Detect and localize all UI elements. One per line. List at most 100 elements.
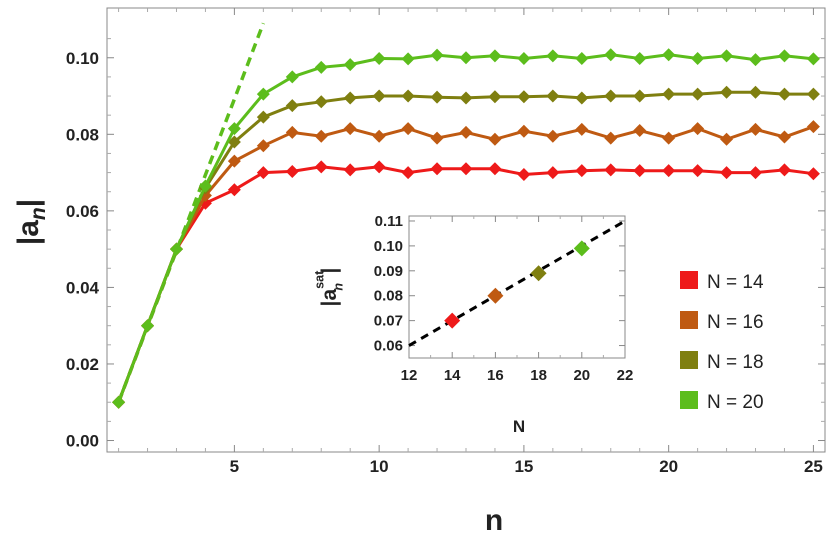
series-1-point-19 (633, 164, 647, 178)
inset-y-tick-label-2: 0.08 (374, 288, 403, 305)
series-1-point-8 (314, 160, 328, 174)
series-4-point-25 (806, 52, 820, 66)
series-1-point-12 (430, 162, 444, 176)
series-3-point-10 (372, 89, 386, 103)
series-4-point-13 (459, 51, 473, 65)
series-2-point-20 (662, 131, 676, 145)
y-axis-label: |an| (12, 199, 50, 245)
inset-point-N20 (573, 240, 590, 257)
series-3-point-14 (488, 90, 502, 104)
series-1-point-14 (488, 162, 502, 176)
x-tick-label-5: 5 (230, 457, 239, 476)
series-3-point-15 (517, 90, 531, 104)
series-3-point-11 (401, 89, 415, 103)
series-3-point-13 (459, 91, 473, 105)
series-3-point-18 (604, 89, 618, 103)
inset-y-axis-label-sup: sat (313, 270, 327, 289)
series-2-point-6 (256, 139, 270, 153)
series-1-point-9 (343, 163, 357, 177)
y-axis-label-close: | (12, 199, 45, 207)
series-3-point-24 (777, 87, 791, 101)
series-1-point-17 (575, 164, 589, 178)
series-4 (112, 48, 820, 409)
series-4-point-24 (777, 49, 791, 63)
y-tick-label-4: 0.08 (66, 125, 99, 144)
series-2-point-9 (343, 122, 357, 136)
series-4-point-2 (141, 319, 155, 333)
inset-y-tick-label-5: 0.11 (375, 213, 403, 230)
series-2-point-17 (575, 122, 589, 136)
series-3-point-6 (256, 110, 270, 124)
main-plot: 5 10 15 20 250.000.020.040.060.080.10n|an| (12, 7, 826, 537)
series-4-point-6 (256, 87, 270, 101)
inset-point-N14 (444, 312, 461, 329)
y-axis-label-sub: n (27, 207, 50, 220)
series-1-point-11 (401, 166, 415, 180)
inset-x-tick-label-14: 14 (444, 367, 461, 384)
inset-x-tick-label-20: 20 (573, 367, 590, 384)
series-1-point-15 (517, 168, 531, 181)
legend-label-2: N = 16 (707, 312, 764, 333)
series-3-point-5 (227, 135, 241, 149)
series-4-point-1 (112, 395, 126, 409)
series-4-point-7 (285, 70, 299, 84)
series-3-point-17 (575, 91, 589, 105)
inset-point-N16 (487, 287, 504, 304)
inset-x-tick-label-22: 22 (617, 367, 634, 384)
series-2-point-16 (546, 129, 560, 143)
x-tick-label-15: 15 (514, 457, 533, 476)
inset-y-axis-label-sub: n (332, 283, 346, 291)
series-3-point-21 (691, 87, 705, 101)
series-1-point-7 (285, 164, 299, 178)
series-1-point-20 (662, 164, 676, 178)
legend: N = 14 N = 16 N = 18 N = 20 (680, 271, 764, 413)
series-2-point-13 (459, 125, 473, 139)
series-3-point-16 (546, 89, 560, 103)
series-4-point-23 (749, 53, 763, 67)
series-3-point-8 (314, 95, 328, 109)
series-2-point-18 (604, 131, 618, 145)
series-1-point-25 (806, 167, 820, 181)
series-4-point-3 (169, 242, 183, 256)
inset-y-axis-label: |asat n | (313, 268, 346, 307)
y-tick-label-1: 0.02 (66, 355, 99, 374)
series-2-point-11 (401, 122, 415, 136)
inset-plot: 12 14 16 18 20 22 0.06 0.07 0.08 0.09 0.10 0.11 N |as… (313, 213, 633, 436)
series-2-point-15 (517, 124, 531, 138)
legend-swatch-2 (680, 311, 698, 329)
series-1-point-13 (459, 162, 473, 176)
series-4-point-12 (430, 48, 444, 62)
series-3-point-25 (806, 87, 820, 101)
series-4-point-8 (314, 60, 328, 74)
series-4-point-16 (546, 49, 560, 63)
series-1-point-6 (256, 166, 270, 180)
x-tick-label-10: 10 (370, 457, 389, 476)
series-2-point-24 (777, 130, 791, 144)
series-1-point-21 (691, 164, 705, 178)
series-2-point-25 (806, 120, 820, 134)
series-2-point-12 (430, 131, 444, 145)
y-tick-label-5: 0.10 (66, 49, 99, 68)
y-tick-label-0: 0.00 (66, 432, 99, 451)
inset-y-tick-label-3: 0.09 (374, 263, 403, 280)
x-tick-label-20: 20 (659, 457, 678, 476)
inset-x-tick-label-18: 18 (530, 367, 547, 384)
inset-point-N18 (530, 265, 547, 282)
series-1-point-16 (546, 166, 560, 180)
series-2-point-7 (285, 125, 299, 139)
series-4-point-4 (198, 179, 212, 193)
series-3-point-19 (633, 89, 647, 103)
legend-label-4: N = 20 (707, 392, 764, 413)
series-1-point-22 (720, 166, 734, 180)
series-3-point-7 (285, 99, 299, 113)
inset-y-tick-label-4: 0.10 (374, 238, 403, 255)
inset-x-tick-label-16: 16 (487, 367, 504, 384)
series-3-point-9 (343, 91, 357, 105)
series-1-point-5 (227, 183, 241, 197)
inset-y-axis-label-close: | (318, 268, 341, 274)
series-2-point-10 (372, 129, 386, 143)
inset-y-tick-label-0: 0.06 (374, 338, 403, 355)
series-4-point-14 (488, 49, 502, 63)
series-4-point-11 (401, 52, 415, 66)
